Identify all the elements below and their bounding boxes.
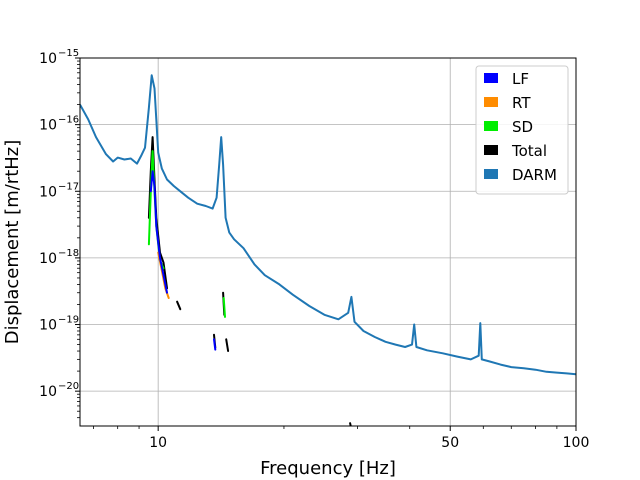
y-tick-exponent: −16: [58, 115, 79, 126]
y-axis-label: Displacement [m/rtHz]: [2, 140, 23, 345]
legend-swatch-sd: [484, 121, 498, 131]
plot-area: [80, 74, 576, 426]
legend-swatch-lf: [484, 73, 498, 83]
legend-label-sd: SD: [512, 118, 533, 136]
series-segment-total: [176, 300, 182, 311]
x-tick-label: 50: [441, 435, 459, 451]
legend-box: [475, 65, 569, 195]
y-tick-label: 10: [39, 384, 57, 400]
y-tick-label: 10: [39, 184, 57, 200]
series-segment-total: [225, 338, 230, 352]
legend-label-lf: LF: [512, 70, 529, 88]
legend-swatch-total: [484, 145, 498, 155]
legend-swatch-rt: [484, 97, 498, 107]
y-tick-exponent: −19: [58, 315, 79, 326]
y-tick-label: 10: [39, 51, 57, 67]
legend-swatch-darm: [484, 169, 498, 179]
y-tick-exponent: −20: [58, 381, 79, 392]
x-axis-label: Frequency [Hz]: [260, 458, 396, 479]
y-tick-label: 10: [39, 318, 57, 334]
plot-frame: [79, 57, 577, 427]
y-tick-exponent: −18: [58, 248, 79, 259]
legend: LF RT SD Total DARM: [475, 65, 569, 195]
series-segment-lf: [213, 338, 217, 351]
x-tick-label: 100: [563, 435, 590, 451]
series-segment-sd: [222, 297, 226, 318]
legend-label-total: Total: [511, 142, 547, 160]
y-tick-exponent: −15: [58, 48, 79, 59]
legend-label-rt: RT: [512, 94, 531, 112]
y-tick-label: 10: [39, 118, 57, 134]
y-tick-label: 10: [39, 251, 57, 267]
series-segment-lf: [149, 170, 168, 294]
legend-label-darm: DARM: [512, 166, 557, 184]
series-line-darm: [80, 74, 576, 376]
x-tick-label: 10: [149, 435, 167, 451]
y-tick-exponent: −17: [58, 181, 79, 192]
